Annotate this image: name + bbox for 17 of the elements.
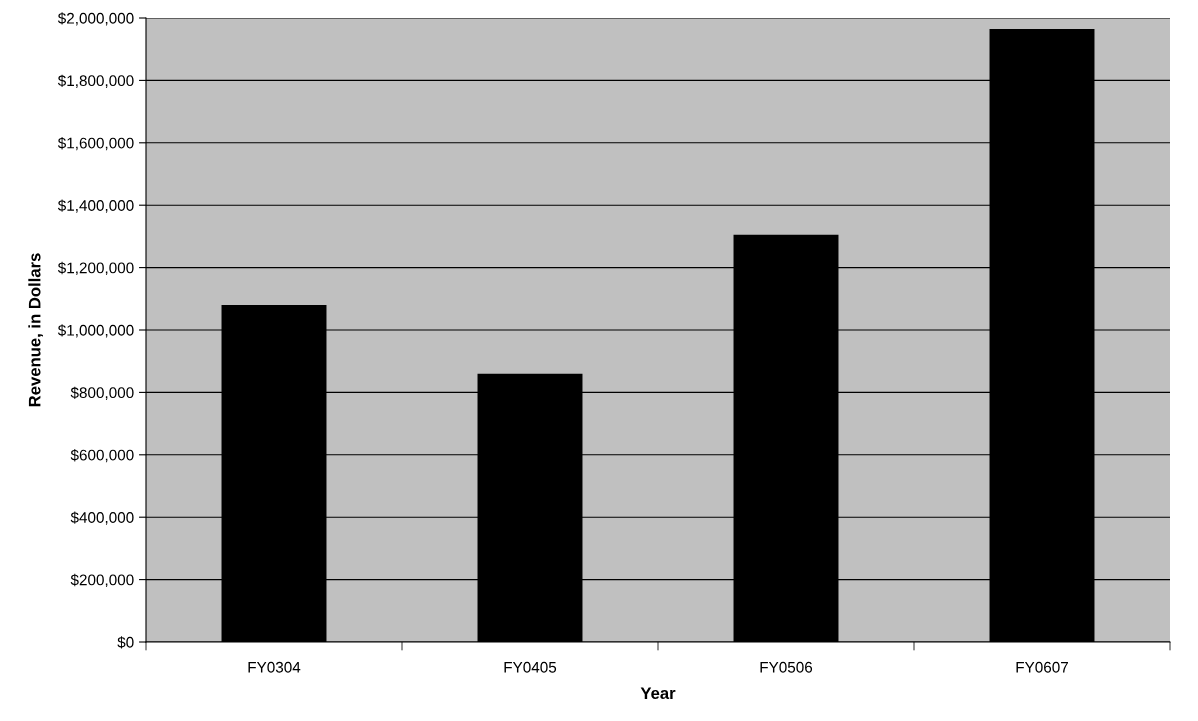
y-tick-label: $800,000 [70, 386, 134, 400]
y-tick-label: $600,000 [70, 449, 134, 463]
x-tick-label: FY0405 [504, 661, 557, 673]
y-tick-label: $1,800,000 [57, 74, 134, 88]
y-tick-label: $200,000 [70, 573, 134, 588]
y-tick-label: $2,000,000 [57, 12, 134, 26]
x-tick-label: FY0304 [248, 661, 301, 673]
y-tick-label: $1,000,000 [57, 324, 134, 338]
y-tick-label: $400,000 [70, 511, 134, 525]
x-tick-label: FY0506 [760, 661, 813, 673]
x-axis-title: Year [640, 687, 676, 700]
x-tick-label: FY0607 [1016, 661, 1068, 673]
y-tick-label: $1,400,000 [57, 199, 134, 213]
y-tick-label: $1,200,000 [57, 261, 134, 276]
y-tick-label: $0 [117, 636, 134, 649]
y-tick-label: $1,600,000 [57, 137, 134, 151]
y-axis-title: Revenue, in Dollars [28, 253, 43, 407]
